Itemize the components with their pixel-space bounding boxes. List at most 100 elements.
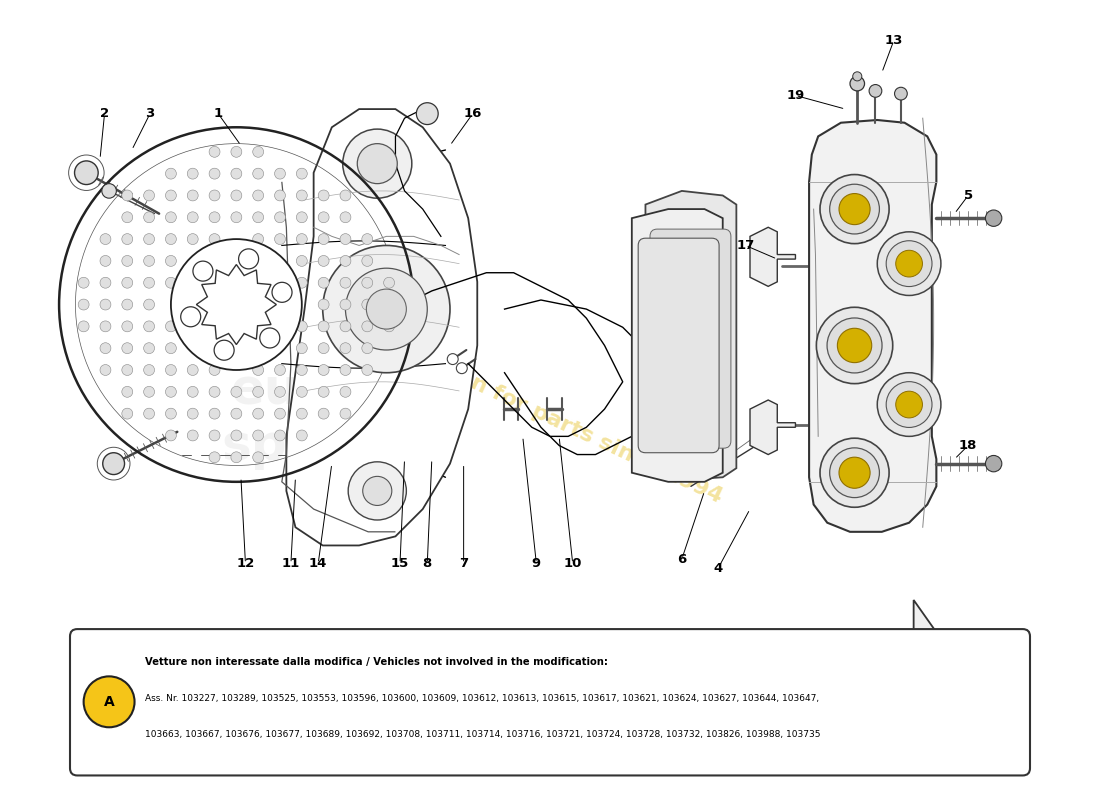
Circle shape (209, 386, 220, 398)
Circle shape (275, 430, 286, 441)
Circle shape (384, 278, 395, 288)
Circle shape (144, 408, 154, 419)
Circle shape (122, 365, 133, 375)
Circle shape (122, 190, 133, 201)
Circle shape (296, 234, 307, 245)
Circle shape (417, 102, 438, 125)
Circle shape (78, 321, 89, 332)
Circle shape (187, 430, 198, 441)
Polygon shape (810, 120, 936, 532)
Circle shape (102, 453, 124, 474)
Circle shape (253, 452, 264, 462)
Circle shape (296, 212, 307, 222)
Circle shape (187, 408, 198, 419)
Circle shape (878, 373, 940, 436)
Circle shape (362, 321, 373, 332)
Circle shape (448, 354, 459, 365)
Circle shape (102, 184, 117, 198)
Circle shape (231, 452, 242, 462)
Circle shape (187, 386, 198, 398)
Circle shape (878, 232, 940, 295)
Circle shape (318, 408, 329, 419)
Circle shape (165, 168, 176, 179)
Circle shape (986, 210, 1002, 226)
Circle shape (231, 212, 242, 222)
Circle shape (895, 250, 923, 277)
Text: 9: 9 (531, 557, 541, 570)
Circle shape (318, 342, 329, 354)
Circle shape (144, 321, 154, 332)
Circle shape (75, 161, 98, 185)
Circle shape (318, 321, 329, 332)
Circle shape (820, 438, 889, 507)
Circle shape (209, 452, 220, 462)
Circle shape (187, 212, 198, 222)
Polygon shape (197, 265, 276, 345)
Circle shape (296, 168, 307, 179)
Circle shape (272, 282, 292, 302)
Circle shape (165, 321, 176, 332)
Circle shape (318, 255, 329, 266)
Circle shape (214, 340, 234, 360)
Circle shape (850, 76, 865, 91)
Circle shape (296, 255, 307, 266)
Circle shape (340, 299, 351, 310)
Circle shape (839, 457, 870, 488)
Circle shape (253, 146, 264, 158)
Text: Vetture non interessate dalla modifica / Vehicles not involved in the modificati: Vetture non interessate dalla modifica /… (145, 657, 608, 667)
Circle shape (78, 278, 89, 288)
Circle shape (122, 342, 133, 354)
Polygon shape (814, 600, 968, 754)
Circle shape (275, 190, 286, 201)
Circle shape (318, 299, 329, 310)
Circle shape (170, 239, 301, 370)
Circle shape (209, 190, 220, 201)
Circle shape (122, 408, 133, 419)
Circle shape (343, 129, 411, 198)
Circle shape (144, 212, 154, 222)
Circle shape (209, 365, 220, 375)
Circle shape (122, 212, 133, 222)
Circle shape (187, 168, 198, 179)
Circle shape (275, 408, 286, 419)
Circle shape (340, 342, 351, 354)
Circle shape (209, 146, 220, 158)
Polygon shape (286, 109, 477, 546)
Circle shape (253, 190, 264, 201)
Circle shape (340, 212, 351, 222)
Circle shape (296, 321, 307, 332)
Circle shape (852, 72, 861, 81)
Text: 8: 8 (422, 557, 432, 570)
Circle shape (340, 321, 351, 332)
Circle shape (340, 386, 351, 398)
Circle shape (362, 342, 373, 354)
Circle shape (318, 278, 329, 288)
Circle shape (144, 234, 154, 245)
Text: 16: 16 (463, 107, 482, 120)
Text: 10: 10 (563, 557, 582, 570)
Circle shape (894, 87, 908, 100)
Circle shape (362, 278, 373, 288)
Text: 103663, 103667, 103676, 103677, 103689, 103692, 103708, 103711, 103714, 103716, : 103663, 103667, 103676, 103677, 103689, … (145, 730, 821, 739)
Circle shape (296, 342, 307, 354)
Polygon shape (646, 191, 736, 480)
Text: 4: 4 (714, 562, 723, 574)
Circle shape (816, 307, 893, 384)
Circle shape (165, 430, 176, 441)
Circle shape (275, 168, 286, 179)
Circle shape (209, 168, 220, 179)
Circle shape (887, 241, 932, 286)
Circle shape (296, 190, 307, 201)
Circle shape (318, 365, 329, 375)
Circle shape (318, 190, 329, 201)
Circle shape (165, 386, 176, 398)
Circle shape (144, 255, 154, 266)
Text: 15: 15 (390, 557, 409, 570)
Circle shape (231, 168, 242, 179)
Circle shape (895, 391, 923, 418)
Circle shape (296, 365, 307, 375)
Circle shape (829, 184, 879, 234)
Circle shape (187, 234, 198, 245)
Circle shape (253, 386, 264, 398)
Circle shape (820, 174, 889, 244)
